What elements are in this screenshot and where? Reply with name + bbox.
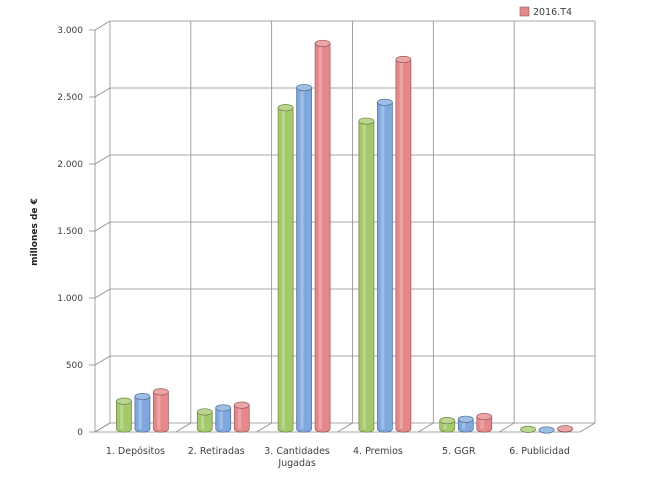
bar-highlight	[443, 420, 447, 429]
bar-body	[233, 404, 250, 433]
bar-highlight	[281, 107, 286, 429]
bar-highlight	[238, 405, 242, 429]
category-label: 5. GGR	[442, 446, 476, 457]
bar	[439, 417, 456, 433]
bar-highlight	[462, 419, 466, 429]
gridline-side	[94, 355, 111, 366]
bar	[457, 415, 474, 433]
bar-top	[520, 425, 536, 433]
bar	[215, 404, 232, 433]
gridline-side	[94, 288, 111, 299]
bar	[538, 426, 555, 434]
bar	[153, 388, 169, 433]
bar-highlight	[381, 102, 385, 430]
bar	[520, 425, 536, 433]
y-tick-label: 3.000	[57, 26, 83, 36]
legend-label: 2016.T4	[533, 7, 572, 18]
bar-top	[377, 98, 393, 106]
y-tick-label: 2.000	[57, 160, 83, 170]
gridline-side	[94, 154, 111, 165]
y-axis-ticks: 0 500 1.000 1.500 2.000 2.500 3.000	[57, 26, 95, 438]
category-label: 4. Premios	[353, 446, 403, 457]
bar-highlight	[362, 121, 366, 430]
bar-highlight	[219, 407, 223, 429]
bar	[557, 425, 573, 433]
bar-top	[457, 415, 474, 423]
floor-line	[175, 422, 192, 433]
bar-body	[296, 87, 312, 433]
y-tick-label: 500	[66, 361, 83, 371]
category-label: 1. Depósitos	[106, 446, 165, 457]
bar-top	[215, 404, 232, 412]
bar	[116, 397, 132, 433]
bar-body	[116, 400, 132, 433]
bars	[116, 39, 573, 434]
y-tick-label: 1.000	[57, 294, 83, 304]
bar-body	[134, 396, 151, 433]
bar-highlight	[399, 59, 403, 429]
bar	[377, 98, 393, 433]
category-label: 3. Cantidades Jugadas	[264, 446, 330, 469]
bar-body	[314, 43, 331, 433]
bar-highlight	[157, 391, 161, 429]
floor-line	[418, 422, 434, 433]
bar-highlight	[201, 411, 205, 429]
y-tick-label: 1.500	[57, 227, 83, 237]
category-label: 6. Publicidad	[509, 446, 570, 457]
bar-top	[476, 413, 493, 421]
bar	[314, 39, 331, 433]
bar-body	[395, 59, 412, 433]
bar-top	[153, 388, 169, 396]
bar-body	[358, 120, 375, 433]
y-tick-label: 2.500	[57, 93, 83, 103]
floor-line	[94, 422, 111, 433]
bar-body	[377, 102, 393, 433]
bar	[196, 408, 213, 433]
bar-highlight	[138, 396, 142, 429]
bar-highlight	[300, 87, 304, 430]
category-label: 2. Retiradas	[188, 446, 245, 457]
bar-top	[358, 117, 375, 125]
grid	[94, 20, 596, 433]
bar-top	[277, 104, 294, 112]
bar	[296, 84, 312, 433]
bar	[134, 392, 151, 433]
floor-line	[498, 422, 515, 433]
bar	[277, 104, 294, 433]
gridline-side	[94, 221, 111, 232]
bar-top	[314, 39, 331, 47]
floor-line	[337, 422, 353, 433]
y-tick-label: 0	[77, 428, 83, 438]
legend: 2016.T4	[519, 6, 572, 18]
gridline-side	[94, 87, 111, 98]
bar-top	[538, 426, 555, 434]
gridline-side	[94, 20, 111, 31]
bar-top	[296, 84, 312, 92]
bar-top	[439, 417, 456, 425]
bar-top	[134, 392, 151, 401]
bar-highlight	[318, 43, 323, 430]
bar-highlight	[120, 401, 124, 429]
bar-body	[215, 407, 232, 433]
bar	[358, 117, 375, 433]
bar-body	[277, 107, 294, 433]
category-labels: 1. Depósitos 2. Retiradas 3. Cantidades Jug…	[106, 446, 570, 469]
floor-line	[579, 422, 596, 433]
bar-top	[196, 408, 213, 416]
bar-top	[395, 55, 412, 64]
legend-swatch	[519, 6, 530, 17]
y-axis-label: millones de €	[30, 198, 40, 266]
bar-body	[153, 391, 169, 433]
bar-top	[557, 425, 573, 433]
floor-line	[256, 422, 272, 433]
bar-top	[233, 401, 250, 409]
bar	[395, 55, 412, 433]
bar	[233, 401, 250, 433]
bar-top	[116, 397, 132, 405]
bar-highlight	[480, 416, 484, 429]
bar	[476, 413, 493, 433]
